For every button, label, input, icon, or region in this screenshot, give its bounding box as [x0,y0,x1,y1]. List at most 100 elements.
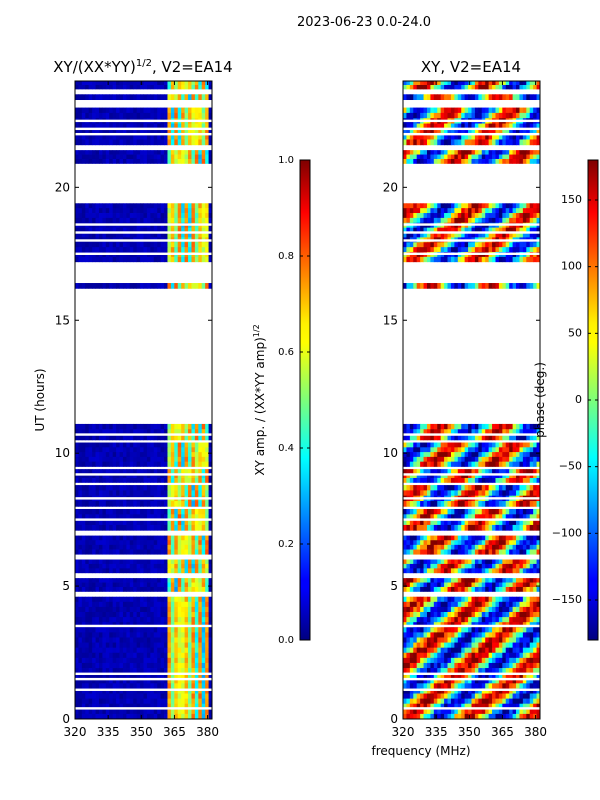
heatmap-cell [81,112,86,119]
heatmap-cell [440,568,445,574]
heatmap-cell [433,606,438,613]
heatmap-cell [136,213,141,219]
heatmap-cell [194,139,199,146]
heatmap-cell [116,693,120,700]
heatmap-cell [447,642,452,649]
heatmap-cell [461,657,466,664]
heatmap-cell [136,688,141,694]
heatmap-cell [509,713,513,720]
heatmap-cell [102,256,107,263]
heatmap-cell [88,549,93,555]
heatmap-cell [481,606,486,613]
heatmap-cell [160,612,165,618]
heatmap-cell [426,627,431,633]
heatmap-cell [444,662,448,669]
heatmap-cell [495,612,500,618]
heatmap-cell [413,535,418,541]
heatmap-cell [188,208,192,214]
heatmap-cell [188,713,192,720]
heatmap-cell [75,544,79,550]
heatmap-cell [403,485,407,491]
heatmap-cell [181,213,185,219]
heatmap-cell [409,678,414,684]
heatmap-cell [409,568,414,574]
heatmap-cell [433,519,438,526]
heatmap-cell [184,703,189,710]
heatmap-cell [181,501,185,507]
heatmap-cell [492,693,496,700]
heatmap-cell [522,637,527,643]
heatmap-cell [78,578,83,583]
heatmap-cell [85,232,90,238]
heatmap-cell [533,647,537,654]
heatmap-cell [157,535,162,541]
heatmap-cell [208,232,213,238]
heatmap-cell [208,447,213,453]
heatmap-cell [533,535,537,541]
heatmap-cell [426,501,431,507]
heatmap-cell [119,549,124,555]
heatmap-cell [201,683,206,689]
heatmap-cell [78,617,83,623]
heatmap-cell [170,429,175,435]
heatmap-cell [174,519,179,526]
heatmap-cell [474,508,479,515]
heatmap-cell [461,578,466,583]
heatmap-cell [516,612,520,618]
heatmap-cell [478,617,483,623]
heatmap-cell [208,473,213,479]
heatmap-cell [116,154,120,160]
heatmap-cell [167,524,172,531]
heatmap-cell [157,203,162,209]
heatmap-cell [98,637,103,643]
heatmap-cell [536,549,541,555]
heatmap-cell [454,544,459,550]
heatmap-cell [122,703,127,710]
heatmap-cell [512,586,517,592]
heatmap-cell [181,456,185,463]
heatmap-cell [150,637,155,643]
heatmap-cell [529,657,534,664]
heatmap-cell [474,514,479,521]
heatmap-cell [420,657,424,664]
heatmap-cell [464,501,469,507]
heatmap-cell [529,693,534,700]
heatmap-cell [102,123,107,130]
heatmap-cell [188,490,192,497]
heatmap-cell [464,698,469,705]
heatmap-cell [160,683,165,689]
heatmap-cell [112,535,117,541]
heatmap-cell [136,107,141,114]
heatmap-cell [184,283,189,289]
heatmap-cell [119,673,124,679]
heatmap-cell [519,678,524,684]
heatmap-cell [403,559,407,565]
heatmap-cell [143,698,148,705]
heatmap-cell [167,429,172,435]
heatmap-cell [194,693,199,700]
heatmap-cell [88,668,93,674]
heatmap-cell [143,490,148,497]
heatmap-cell [184,642,189,649]
heatmap-cell [426,544,431,550]
heatmap-cell [198,596,203,603]
heatmap-cell [153,247,158,253]
heatmap-cell [119,469,124,474]
heatmap-cell [516,678,520,684]
heatmap-cell [403,647,407,654]
heatmap-cell [167,540,172,546]
heatmap-cell [433,612,438,618]
heatmap-cell [133,501,138,507]
heatmap-cell [126,673,131,679]
heatmap-cell [126,227,131,233]
heatmap-cell [157,632,162,638]
heatmap-cell [92,139,96,146]
heatmap-cell [167,283,172,289]
heatmap-cell [471,657,476,664]
heatmap-cell [406,693,411,700]
heatmap-cell [102,632,107,638]
heatmap-cell [205,84,209,90]
heatmap-cell [416,713,421,720]
heatmap-cell [102,678,107,684]
heatmap-cell [474,596,479,603]
